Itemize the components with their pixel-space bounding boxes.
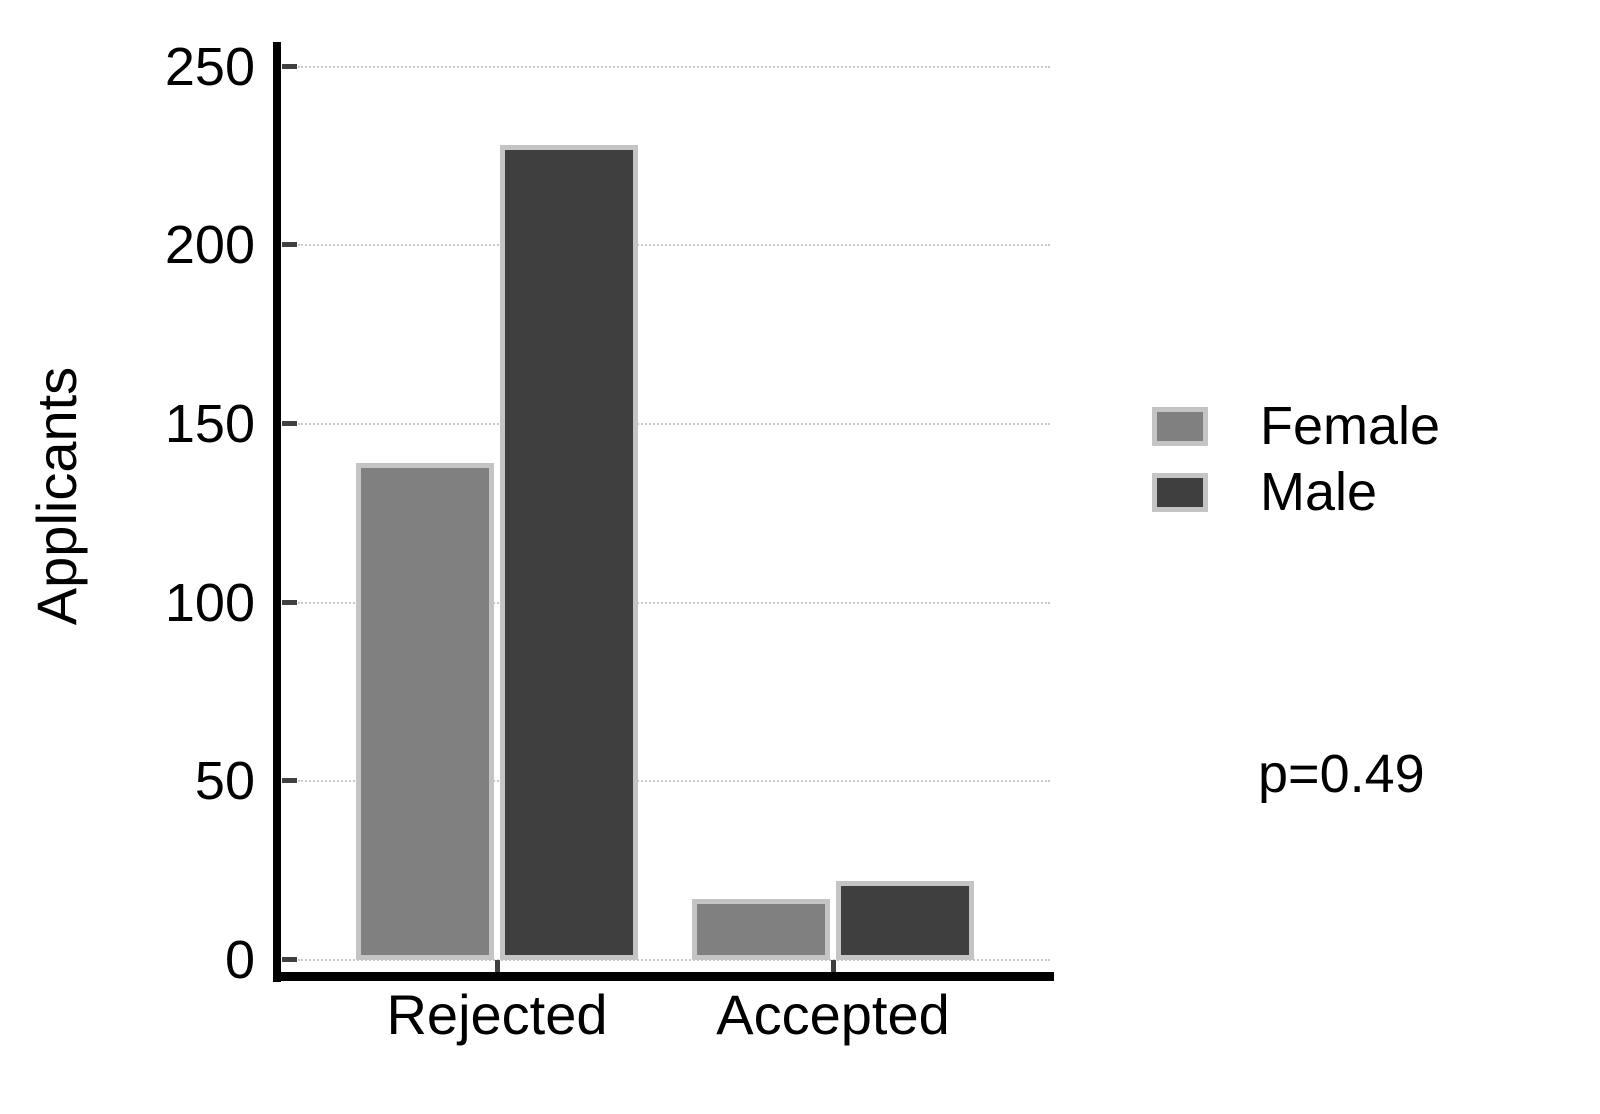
bar-accepted-female [692, 899, 830, 960]
y-axis-tick-0 [282, 957, 297, 962]
gridline-y-250 [298, 66, 1050, 68]
male-swatch-icon [1152, 472, 1208, 512]
legend-label-female: Female [1260, 396, 1441, 456]
x-category-label-accepted: Accepted [716, 983, 950, 1046]
legend-entry-male: Male [1152, 459, 1440, 525]
gridline-y-200 [298, 244, 1050, 246]
female-swatch-icon [1152, 406, 1208, 446]
y-axis-line [273, 42, 281, 982]
x-axis-tick-accepted [831, 960, 836, 973]
bar-rejected-male [500, 145, 638, 960]
p-value-annotation: p=0.49 [1258, 744, 1425, 804]
y-tick-label-150: 150 [164, 394, 255, 454]
y-tick-label-0: 0 [224, 930, 255, 990]
bar-accepted-male [836, 881, 974, 960]
y-axis-tick-100 [282, 600, 297, 605]
legend: Female Male [1152, 393, 1440, 525]
y-tick-label-250: 250 [164, 37, 255, 97]
y-axis-tick-250 [282, 64, 297, 69]
y-axis-title: Applicants [25, 366, 88, 626]
bar-rejected-female [356, 463, 494, 960]
gridline-y-150 [298, 423, 1050, 425]
gridline-y-100 [298, 602, 1050, 604]
y-tick-label-200: 200 [164, 215, 255, 275]
x-axis-tick-rejected [495, 960, 500, 973]
y-axis-tick-150 [282, 421, 297, 426]
y-tick-label-100: 100 [164, 573, 255, 633]
y-tick-label-50: 50 [194, 751, 255, 811]
gridline-y-50 [298, 780, 1050, 782]
legend-entry-female: Female [1152, 393, 1440, 459]
x-category-label-rejected: Rejected [386, 983, 608, 1046]
y-axis-tick-50 [282, 778, 297, 783]
y-axis-tick-200 [282, 242, 297, 247]
x-axis-line [273, 972, 1054, 981]
legend-label-male: Male [1260, 462, 1378, 522]
gridline-y-0 [298, 959, 1050, 961]
